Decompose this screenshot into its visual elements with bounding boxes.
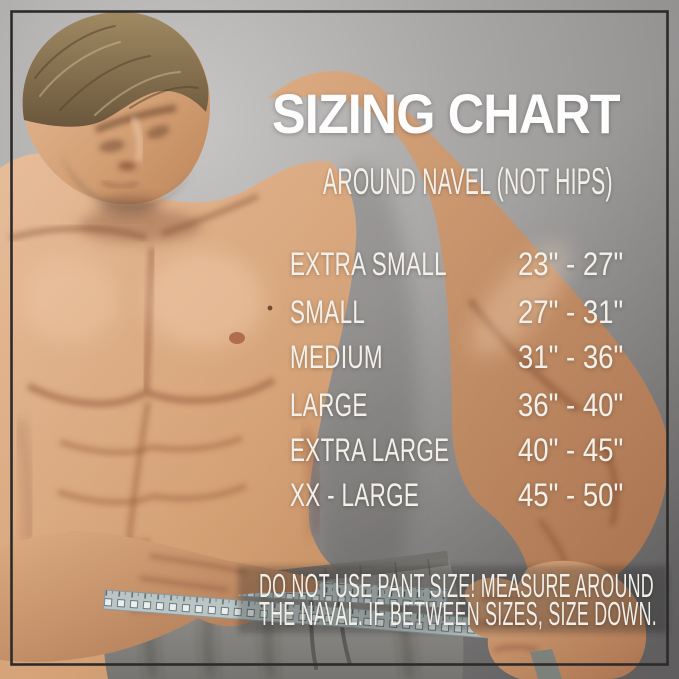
- size-label: XX - LARGE: [290, 477, 420, 513]
- size-row: SMALL 27" - 31": [0, 296, 679, 336]
- size-range: 27" - 31": [518, 294, 624, 330]
- size-label: EXTRA LARGE: [290, 432, 450, 468]
- size-range: 36" - 40": [518, 387, 624, 423]
- footnote-line-2: THE NAVAL. IF BETWEEN SIZES, SIZE DOWN.: [259, 595, 657, 632]
- mole: [267, 305, 273, 311]
- footnote-line-1: DO NOT USE PANT SIZE! MEASURE AROUND: [259, 567, 654, 604]
- size-range: 23" - 27": [518, 246, 624, 282]
- size-row: LARGE 36" - 40": [0, 389, 679, 429]
- nose: [118, 116, 144, 171]
- size-range: 31" - 36": [518, 339, 624, 375]
- right-arm: [268, 70, 669, 581]
- head: [22, 11, 210, 216]
- size-label: MEDIUM: [290, 339, 383, 375]
- hair: [22, 11, 209, 127]
- text-shadow-band: [238, 566, 668, 633]
- photo-border-frame: [10, 10, 669, 666]
- page-title: SIZING CHART: [272, 82, 620, 145]
- size-row: EXTRA LARGE 40" - 45": [0, 434, 679, 474]
- size-row: MEDIUM 31" - 36": [0, 341, 679, 381]
- nipple: [229, 332, 245, 344]
- stubble: [60, 150, 192, 209]
- hair-texture: [34, 25, 199, 116]
- size-row: XX - LARGE 45" - 50": [0, 479, 679, 519]
- size-row: EXTRA SMALL 23" - 27": [0, 248, 679, 288]
- size-label: EXTRA SMALL: [290, 246, 447, 282]
- size-range: 45" - 50": [518, 477, 624, 513]
- size-label: SMALL: [290, 294, 366, 330]
- chart-subtitle: AROUND NAVEL (NOT HIPS): [323, 161, 613, 202]
- size-label: LARGE: [290, 387, 368, 423]
- size-range: 40" - 45": [518, 432, 624, 468]
